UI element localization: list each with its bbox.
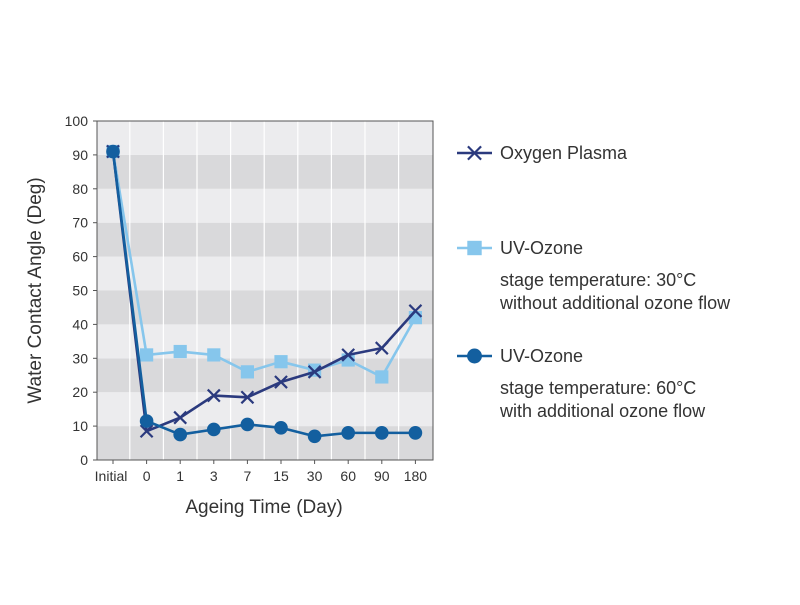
series-line [111,151,417,379]
data-point [374,426,389,440]
y-tick-label: 10 [72,418,88,434]
y-tick-label: 20 [72,384,88,400]
legend-entry: Oxygen Plasma [457,143,628,163]
background-band [97,121,433,155]
data-point [374,341,389,355]
series-line [111,151,416,438]
x-tick-label: 1 [176,468,184,484]
legend-label: UV-Ozone [500,346,583,366]
data-point [408,426,423,440]
x-axis-title: Ageing Time (Day) [185,497,342,518]
data-point [341,426,356,440]
legend-entry: UV-Ozone stage temperature: 30°C without a… [457,238,731,313]
data-point [173,427,188,442]
y-tick-label: 100 [65,113,89,129]
series-2 [106,144,423,444]
legend-label: Oxygen Plasma [500,143,628,163]
legend-marker [467,348,482,364]
data-point [139,414,154,428]
x-tick-label: 180 [404,468,428,484]
data-point [173,344,187,359]
background-band [97,154,433,189]
data-point [140,348,154,362]
data-point [274,420,288,435]
data-point [307,429,322,444]
data-point [139,424,154,439]
y-tick-label: 30 [72,350,88,366]
x-tick-label: 60 [340,468,356,484]
y-tick-label: 40 [72,316,88,332]
y-tick-label: 90 [72,147,88,163]
x-tick-label: 0 [143,468,151,484]
legend-note: stage temperature: 60°C [500,378,696,398]
y-tick-label: 50 [72,283,88,299]
series-line [111,151,417,433]
data-point [240,390,255,405]
background-band [97,188,433,223]
data-point [408,304,423,318]
y-tick-label: 80 [72,181,88,197]
legend-note: with additional ozone flow [499,401,706,421]
data-point [207,348,221,362]
data-point [341,348,356,362]
plot-background [97,121,433,460]
y-tick-label: 70 [72,215,88,231]
data-point [106,144,120,159]
data-point [307,365,322,379]
legend: Oxygen Plasma UV-Ozone stage temperature: … [457,143,731,421]
legend-marker [467,145,482,161]
y-tick-label: 0 [80,452,88,468]
legend-marker [467,240,482,256]
x-axis-ticks: Initial 0 1 3 7 15 30 60 90 180 [95,460,428,484]
data-point [240,365,254,379]
y-axis-title: Water Contact Angle (Deg) [25,177,46,403]
data-point [274,375,288,389]
legend-note: without additional ozone flow [499,293,731,313]
series-layer [106,144,423,444]
x-tick-label: 30 [307,468,323,484]
data-point [274,355,288,369]
data-point [240,417,255,432]
y-axis-ticks: 0 10 20 30 40 50 60 70 80 90 100 [65,113,97,468]
x-tick-label: 7 [244,468,252,484]
x-tick-label: Initial [95,468,128,484]
legend-entry: UV-Ozone stage temperature: 60°C with addi… [457,346,706,421]
series-0 [106,144,423,439]
background-band [97,222,433,257]
background-band [97,256,433,291]
data-point [173,410,188,425]
data-point [206,388,221,403]
data-point [206,422,221,437]
legend-label: UV-Ozone [500,238,583,258]
background-band [97,290,433,325]
x-tick-label: 15 [273,468,289,484]
x-tick-label: 3 [210,468,218,484]
y-tick-label: 60 [72,249,88,265]
data-point [375,370,389,384]
x-tick-label: 90 [374,468,390,484]
legend-note: stage temperature: 30°C [500,270,696,290]
